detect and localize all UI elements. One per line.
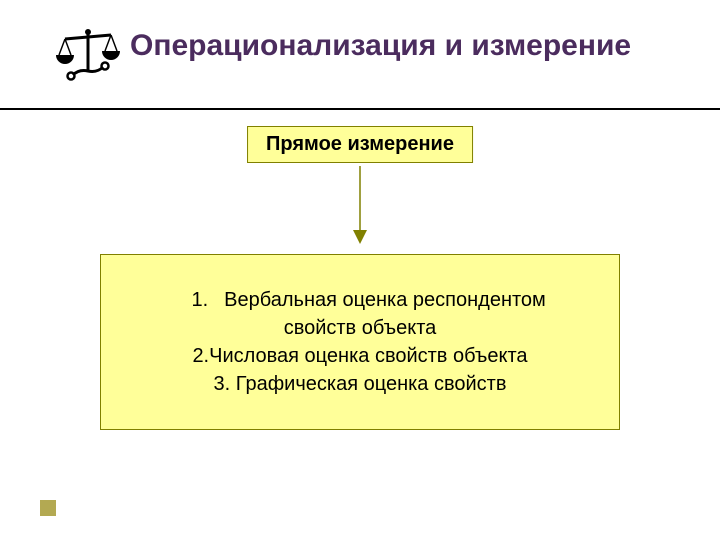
top-box-label: Прямое измерение	[266, 133, 454, 155]
bottom-box: 1.Вербальная оценка респондентом свойств…	[100, 254, 620, 430]
list-item: 3. Графическая оценка свойств	[141, 370, 579, 398]
list-item-cont: свойств объекта	[141, 314, 579, 342]
item-number: 3.	[214, 373, 231, 395]
item-number: 1.	[174, 286, 224, 314]
arrow-down-icon	[348, 166, 372, 244]
item-number: 2.	[192, 345, 209, 367]
top-box: Прямое измерение	[247, 126, 473, 163]
divider-line	[0, 108, 720, 110]
title-text: Операционализация и измерение	[50, 28, 670, 64]
list-item: 2.Числовая оценка свойств объекта	[141, 342, 579, 370]
list-item: 1.Вербальная оценка респондентом	[141, 286, 579, 314]
item-text: свойств объекта	[284, 317, 437, 339]
item-text: Числовая оценка свойств объекта	[209, 345, 527, 367]
item-text: Графическая оценка свойств	[236, 373, 507, 395]
item-text: Вербальная оценка респондентом	[224, 289, 546, 311]
corner-bullet-icon	[40, 500, 56, 516]
slide-title: Операционализация и измерение	[50, 28, 670, 64]
